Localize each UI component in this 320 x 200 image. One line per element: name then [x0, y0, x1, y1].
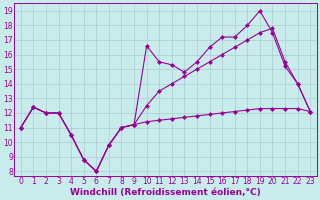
X-axis label: Windchill (Refroidissement éolien,°C): Windchill (Refroidissement éolien,°C)	[70, 188, 261, 197]
